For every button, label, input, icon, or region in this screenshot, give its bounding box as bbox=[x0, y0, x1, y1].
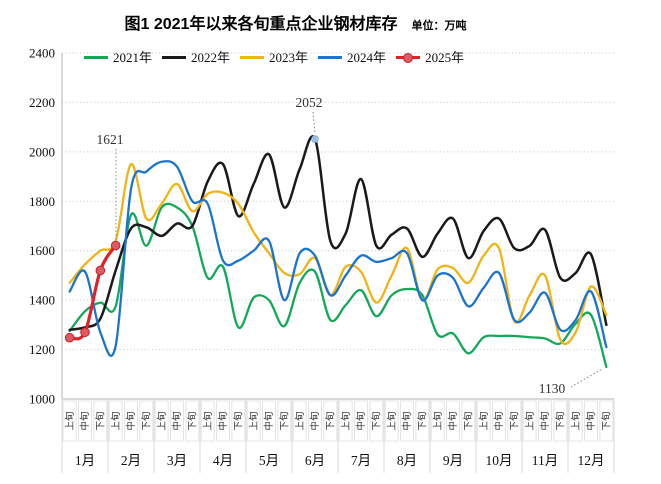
legend-label-2023: 2023年 bbox=[269, 50, 309, 65]
month-label: 4月 bbox=[213, 453, 233, 468]
x-tick-label: 中旬 bbox=[125, 411, 137, 430]
series-2024年 bbox=[68, 160, 608, 357]
x-tick-label: 下旬 bbox=[233, 411, 245, 430]
chart-title: 图1 2021年以来各旬重点企业钢材库存 bbox=[124, 16, 398, 33]
x-tick-label: 下旬 bbox=[141, 411, 153, 430]
annotation-label: 1621 bbox=[97, 132, 124, 147]
x-tick-label: 下旬 bbox=[95, 411, 107, 430]
month-label: 9月 bbox=[443, 453, 463, 468]
legend-swatch-2024 bbox=[318, 56, 343, 59]
x-tick-label: 上旬 bbox=[524, 411, 536, 430]
x-tick-label: 上旬 bbox=[248, 411, 260, 430]
y-tick-label: 1600 bbox=[29, 243, 55, 258]
x-tick-label: 中旬 bbox=[355, 411, 367, 430]
x-tick-label: 中旬 bbox=[79, 411, 91, 430]
legend-marker-dot bbox=[403, 52, 414, 63]
x-tick-label: 上旬 bbox=[386, 411, 398, 430]
annotation-label: 2052 bbox=[296, 95, 323, 110]
x-tick-label: 下旬 bbox=[463, 411, 475, 430]
y-tick-label: 1800 bbox=[29, 194, 55, 209]
x-tick-label: 中旬 bbox=[585, 411, 597, 430]
legend-swatch-2023 bbox=[240, 56, 265, 59]
legend-label-2022: 2022年 bbox=[191, 50, 231, 65]
series-2025年 bbox=[64, 240, 121, 343]
x-tick-label: 下旬 bbox=[279, 411, 291, 430]
x-tick-label: 下旬 bbox=[509, 411, 521, 430]
annotation-label: 1130 bbox=[539, 381, 566, 396]
month-label: 5月 bbox=[259, 453, 279, 468]
legend-swatch-2025 bbox=[396, 52, 421, 63]
x-tick-label: 中旬 bbox=[217, 411, 229, 430]
data-point-marker bbox=[110, 240, 121, 251]
chart-title-bar: 图1 2021年以来各旬重点企业钢材库存 单位：万吨 bbox=[0, 10, 661, 34]
x-tick-label: 中旬 bbox=[447, 411, 459, 430]
x-tick-label: 上旬 bbox=[570, 411, 582, 430]
x-tick-label: 中旬 bbox=[171, 411, 183, 430]
x-tick-label: 上旬 bbox=[110, 411, 122, 430]
x-tick-label: 下旬 bbox=[601, 411, 613, 430]
month-label: 11月 bbox=[532, 453, 559, 468]
x-tick-label: 下旬 bbox=[417, 411, 429, 430]
legend-item-2024: 2024年 bbox=[318, 51, 386, 64]
series-2022年 bbox=[68, 135, 608, 332]
x-tick-label: 上旬 bbox=[156, 411, 168, 430]
month-label: 10月 bbox=[486, 453, 513, 468]
y-tick-label: 1000 bbox=[29, 392, 55, 407]
x-tick-label: 上旬 bbox=[202, 411, 214, 430]
x-tick-label: 中旬 bbox=[539, 411, 551, 430]
x-axis: 上旬 中旬 下旬 上旬 中旬 下旬 上旬 中旬 下旬 上旬 中旬 下旬 上旬 中旬 下旬 上旬 中旬 下旬 上旬 中旬… bbox=[61, 399, 615, 473]
x-tick-label: 上旬 bbox=[294, 411, 306, 430]
x-tick-label: 中旬 bbox=[401, 411, 413, 430]
legend-item-2025: 2025年 bbox=[396, 51, 464, 64]
x-tick-label: 下旬 bbox=[325, 411, 337, 430]
unit-label: 单位：万吨 bbox=[411, 20, 467, 32]
legend-label-2024: 2024年 bbox=[347, 50, 387, 65]
y-tick-label: 2200 bbox=[29, 95, 55, 110]
legend-item-2021: 2021年 bbox=[84, 51, 152, 64]
data-point-marker bbox=[95, 265, 106, 276]
x-tick-label: 上旬 bbox=[64, 411, 76, 430]
x-tick-label: 下旬 bbox=[187, 411, 199, 430]
series-2021年 bbox=[68, 202, 608, 369]
data-point-marker bbox=[80, 327, 90, 338]
legend-swatch-2022 bbox=[162, 56, 187, 59]
legend-swatch-2021 bbox=[84, 56, 108, 59]
x-tick-label: 中旬 bbox=[493, 411, 505, 430]
annotation-point-dot bbox=[311, 135, 319, 143]
legend-label-2025: 2025年 bbox=[425, 50, 465, 65]
month-label: 12月 bbox=[578, 453, 605, 468]
month-label: 2月 bbox=[121, 453, 141, 468]
annotation-2052: 2052 bbox=[296, 95, 323, 143]
y-tick-label: 1200 bbox=[29, 342, 55, 357]
month-label: 8月 bbox=[397, 453, 417, 468]
legend: 2021年 2022年 2023年 2024年 2025年 bbox=[84, 51, 464, 64]
month-label: 7月 bbox=[351, 453, 371, 468]
x-tick-label: 中旬 bbox=[263, 411, 275, 430]
month-label: 3月 bbox=[167, 453, 187, 468]
annotation-1130: 1130 bbox=[539, 368, 603, 396]
legend-item-2023: 2023年 bbox=[240, 51, 308, 64]
y-tick-label: 1400 bbox=[29, 293, 55, 308]
month-label: 6月 bbox=[305, 453, 325, 468]
y-tick-label: 2000 bbox=[29, 144, 55, 159]
x-tick-label: 下旬 bbox=[371, 411, 383, 430]
y-tick-label: 2400 bbox=[29, 46, 55, 61]
month-label: 1月 bbox=[75, 453, 95, 468]
annotation-1621: 1621 bbox=[97, 132, 124, 242]
x-tick-label: 上旬 bbox=[340, 411, 352, 430]
x-tick-label: 中旬 bbox=[309, 411, 321, 430]
legend-label-2021: 2021年 bbox=[113, 50, 153, 65]
data-point-marker bbox=[64, 332, 75, 343]
x-tick-label: 上旬 bbox=[432, 411, 444, 430]
legend-item-2022: 2022年 bbox=[162, 51, 230, 64]
x-tick-label: 下旬 bbox=[555, 411, 567, 430]
x-tick-label: 上旬 bbox=[478, 411, 490, 430]
